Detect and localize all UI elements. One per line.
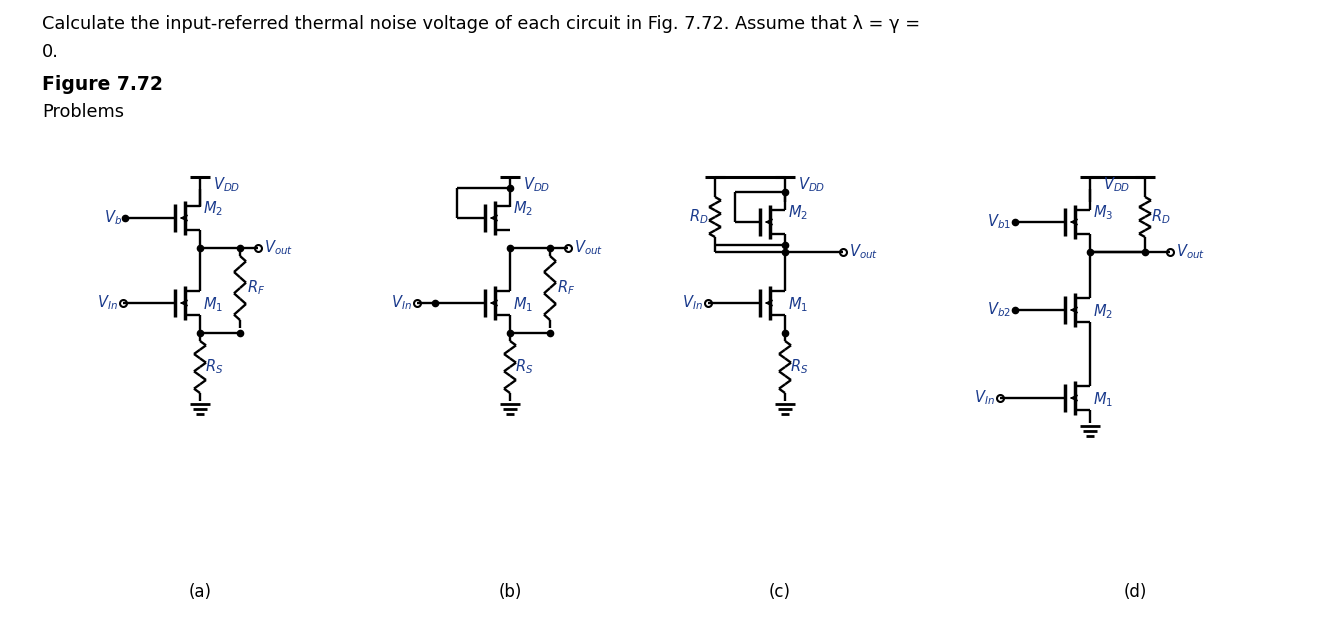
Text: $M_1$: $M_1$ bbox=[514, 296, 534, 314]
Text: $M_3$: $M_3$ bbox=[1093, 204, 1113, 222]
Text: $M_2$: $M_2$ bbox=[202, 199, 223, 219]
Text: Figure 7.72: Figure 7.72 bbox=[42, 75, 162, 94]
Text: Calculate the input-referred thermal noise voltage of each circuit in Fig. 7.72.: Calculate the input-referred thermal noi… bbox=[42, 15, 920, 33]
Text: $V_{out}$: $V_{out}$ bbox=[1176, 243, 1206, 262]
Text: $R_D$: $R_D$ bbox=[689, 208, 708, 226]
Text: $R_S$: $R_S$ bbox=[205, 358, 224, 376]
Text: $V_{In}$: $V_{In}$ bbox=[392, 294, 412, 312]
Text: (a): (a) bbox=[189, 583, 212, 601]
Text: $V_{b2}$: $V_{b2}$ bbox=[987, 301, 1011, 319]
Text: Problems: Problems bbox=[42, 103, 123, 121]
Text: $V_{In}$: $V_{In}$ bbox=[683, 294, 703, 312]
Text: $V_b$: $V_b$ bbox=[105, 209, 122, 228]
Text: $M_2$: $M_2$ bbox=[789, 204, 809, 222]
Text: $R_D$: $R_D$ bbox=[1151, 208, 1171, 226]
Text: (c): (c) bbox=[768, 583, 791, 601]
Text: $V_{out}$: $V_{out}$ bbox=[849, 243, 878, 262]
Text: $V_{DD}$: $V_{DD}$ bbox=[798, 175, 825, 194]
Text: $V_{In}$: $V_{In}$ bbox=[974, 388, 995, 407]
Text: (b): (b) bbox=[499, 583, 522, 601]
Text: $R_S$: $R_S$ bbox=[790, 358, 809, 376]
Text: $V_{out}$: $V_{out}$ bbox=[264, 238, 294, 257]
Text: $V_{DD}$: $V_{DD}$ bbox=[523, 175, 550, 194]
Text: (d): (d) bbox=[1124, 583, 1147, 601]
Text: 0.: 0. bbox=[42, 43, 59, 61]
Text: $V_{b1}$: $V_{b1}$ bbox=[987, 213, 1011, 231]
Text: $R_F$: $R_F$ bbox=[557, 279, 575, 297]
Text: $R_F$: $R_F$ bbox=[247, 279, 266, 297]
Text: $V_{out}$: $V_{out}$ bbox=[574, 238, 603, 257]
Text: $M_1$: $M_1$ bbox=[789, 296, 809, 314]
Text: $M_1$: $M_1$ bbox=[202, 296, 223, 314]
Text: $V_{In}$: $V_{In}$ bbox=[97, 294, 118, 312]
Text: $R_S$: $R_S$ bbox=[515, 358, 534, 376]
Text: $M_1$: $M_1$ bbox=[1093, 390, 1113, 410]
Text: $M_2$: $M_2$ bbox=[514, 199, 532, 219]
Text: $M_2$: $M_2$ bbox=[1093, 303, 1113, 321]
Text: $V_{DD}$: $V_{DD}$ bbox=[213, 175, 240, 194]
Text: $V_{DD}$: $V_{DD}$ bbox=[1104, 175, 1130, 194]
